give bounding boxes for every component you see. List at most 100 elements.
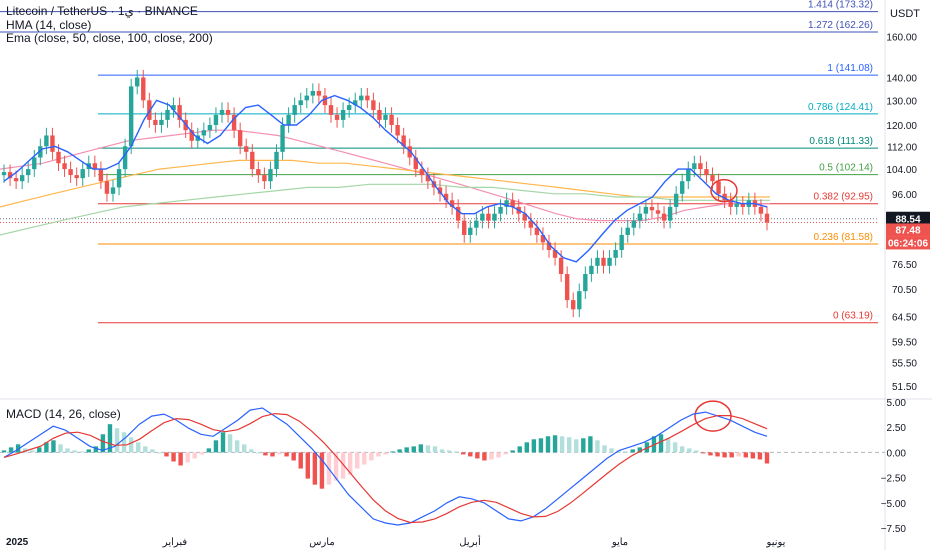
macd-histogram-bar xyxy=(658,434,664,453)
macd-histogram-bar xyxy=(383,452,388,455)
candle-body xyxy=(177,105,182,120)
currency-label[interactable]: USDT xyxy=(890,8,920,20)
macd-histogram-bar xyxy=(665,438,671,453)
candle-body xyxy=(365,95,370,101)
macd-line xyxy=(3,407,768,526)
ema200-line xyxy=(0,183,770,236)
macd-histogram-bar xyxy=(114,428,120,453)
candle-body xyxy=(74,175,79,179)
candle-body xyxy=(716,181,721,194)
candle-body xyxy=(50,135,55,152)
macd-histogram-bar xyxy=(206,448,212,453)
macd-histogram-bar xyxy=(630,449,635,453)
macd-histogram-bar xyxy=(517,446,522,453)
macd-histogram-bar xyxy=(722,452,727,458)
candles xyxy=(1,69,770,318)
hma-legend[interactable]: HMA (14, close) xyxy=(6,18,92,32)
candle-body xyxy=(110,187,116,194)
macd-histogram-bar xyxy=(390,451,395,453)
macd-histogram-bar xyxy=(143,446,148,453)
candle-body xyxy=(655,210,661,214)
candle-body xyxy=(498,206,503,214)
candle-body xyxy=(171,105,176,110)
macd-histogram-bar xyxy=(44,442,49,453)
macd-histogram-bar xyxy=(715,452,720,457)
macd-histogram-bar xyxy=(694,450,699,453)
annotations xyxy=(694,178,738,432)
ema-legend[interactable]: Ema (close, 50, close, 100, close, 200) xyxy=(6,31,213,45)
macd-histogram-bar xyxy=(566,437,572,453)
candle-body xyxy=(740,203,745,207)
candle-body xyxy=(147,100,152,120)
candle-body xyxy=(1,172,7,176)
macd-histogram-bar xyxy=(461,452,466,455)
macd-axis[interactable]: 5.00 2.50 0.00 −2.50 −5.00 −7.50 xyxy=(881,398,907,535)
candle-body xyxy=(292,105,297,115)
macd-histogram-bar xyxy=(347,452,353,475)
candle-body xyxy=(268,169,273,182)
macd-histogram-bar xyxy=(545,436,551,453)
fib-level-label: 1.414 (173.32) xyxy=(808,0,873,11)
candle-body xyxy=(680,181,685,194)
candle-body xyxy=(256,169,261,176)
price-tick-label: 120.00 xyxy=(886,121,917,132)
macd-histogram-bar xyxy=(623,451,628,453)
time-tick-label: يونيو xyxy=(766,537,786,548)
candle-body xyxy=(225,109,231,115)
macd-histogram-bar xyxy=(227,434,233,453)
candle-body xyxy=(244,146,249,152)
candle-body xyxy=(528,220,534,228)
price-tick-label: 140.00 xyxy=(886,73,917,84)
macd-histogram-bar xyxy=(552,435,558,453)
candle-body xyxy=(334,114,340,120)
candle-body xyxy=(371,100,376,110)
candle-body xyxy=(298,100,303,106)
macd-histogram-bar xyxy=(93,446,99,453)
time-axis[interactable]: 2025 فبراير مارس أبريل مايو يونيو xyxy=(6,535,786,548)
candle-body xyxy=(492,213,497,221)
candle-body xyxy=(122,146,128,170)
macd-histogram-bar xyxy=(397,449,402,453)
macd-histogram-bar xyxy=(446,450,452,453)
candle-body xyxy=(274,151,279,170)
candle-body xyxy=(437,187,443,194)
candle-body xyxy=(62,163,67,170)
macd-histogram-bar xyxy=(128,437,134,453)
macd-tick-label: −5.00 xyxy=(881,499,907,510)
price-tick-label: 51.50 xyxy=(892,382,917,393)
candle-body xyxy=(728,200,733,207)
candle-body xyxy=(468,227,473,235)
macd-histogram-bar xyxy=(249,449,254,453)
macd-histogram-bar xyxy=(468,452,473,457)
price-badge-label: 88.54 xyxy=(895,215,920,226)
time-tick-label: فبراير xyxy=(162,537,188,548)
macd-legend[interactable]: MACD (14, 26, close) xyxy=(6,407,121,421)
candle-body xyxy=(643,206,649,214)
macd-histogram-bar xyxy=(58,444,63,453)
fib-level-label: 1.272 (162.26) xyxy=(808,20,873,31)
candle-body xyxy=(504,200,509,207)
candle-body xyxy=(231,114,237,131)
candle-body xyxy=(722,193,727,201)
candle-body xyxy=(758,206,764,214)
macd-histogram-bar xyxy=(319,452,325,489)
highlight-circle xyxy=(710,178,738,203)
time-tick-label: مايو xyxy=(611,537,628,548)
ema-lines xyxy=(0,129,770,236)
candle-body xyxy=(619,234,624,251)
macd-histogram-bar xyxy=(531,439,537,453)
macd-histogram-bar xyxy=(672,442,678,453)
price-tick-label: 96.00 xyxy=(892,190,917,201)
macd-histogram-bar xyxy=(312,452,318,485)
macd-histogram-bar xyxy=(475,452,480,459)
symbol-title[interactable]: Litecoin / TetherUS · 1ي · BINANCE xyxy=(6,4,198,18)
candle-body xyxy=(637,213,643,221)
macd-histogram-bar xyxy=(270,452,275,457)
time-tick-label: 2025 xyxy=(6,537,29,548)
candle-body xyxy=(328,105,334,115)
candle-body xyxy=(395,125,400,136)
macd-tick-label: 0.00 xyxy=(887,448,907,459)
candle-body xyxy=(280,125,285,152)
candle-body xyxy=(383,114,388,120)
